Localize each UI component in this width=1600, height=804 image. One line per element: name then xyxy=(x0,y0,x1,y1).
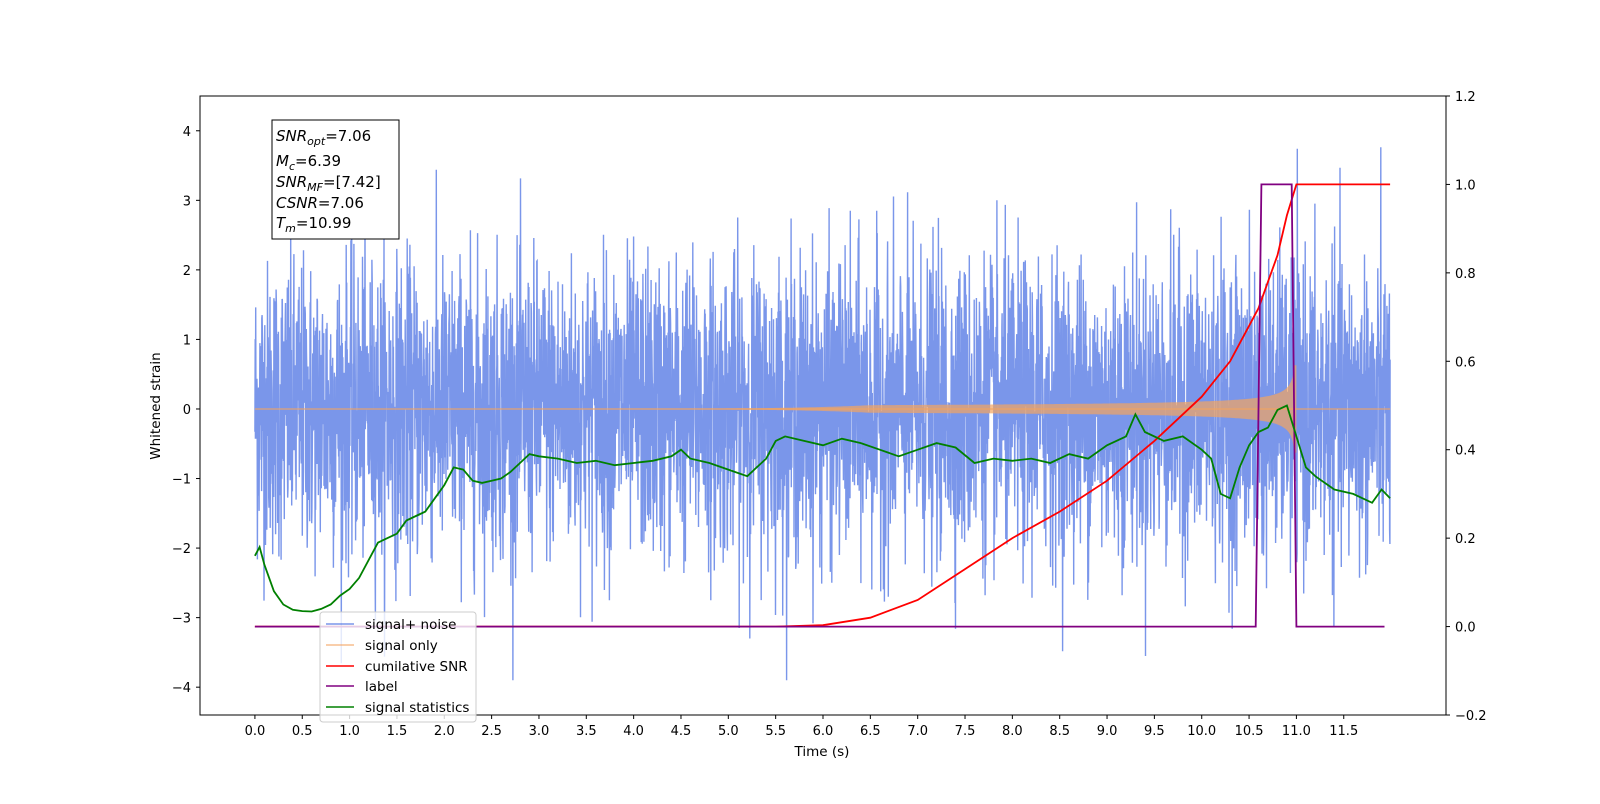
x-tick-label: 7.5 xyxy=(955,724,976,739)
x-tick-label: 11.5 xyxy=(1329,724,1358,739)
x-tick-label: 0.0 xyxy=(245,724,266,739)
legend-item-signal-only: signal only xyxy=(326,638,438,654)
y-tick-label: 1 xyxy=(183,333,191,348)
x-tick-label: 8.5 xyxy=(1049,724,1070,739)
x-tick-label: 3.5 xyxy=(576,724,597,739)
x-tick-label: 6.5 xyxy=(860,724,881,739)
x-tick-label: 4.5 xyxy=(671,724,692,739)
series-cumulative-snr xyxy=(254,183,1391,628)
y-axis-left: −4 −3 −2 −1 0 1 2 3 4 xyxy=(172,125,200,696)
y2-tick-label: 1.0 xyxy=(1455,178,1476,193)
legend-item-cumulative-snr: cumilative SNR xyxy=(326,659,468,675)
x-axis-label: Time (s) xyxy=(794,744,850,760)
x-tick-label: 7.0 xyxy=(907,724,928,739)
y2-tick-label: 1.2 xyxy=(1455,90,1476,105)
series-signal-statistics xyxy=(254,404,1391,613)
svg-text:cumilative SNR: cumilative SNR xyxy=(365,659,468,675)
x-axis: 0.0 0.5 1.0 1.5 2.0 2.5 3.0 3.5 4.0 4.5 5.0 5.5 6.0 6… xyxy=(245,715,1358,739)
legend-item-label: label xyxy=(326,679,398,695)
x-tick-label: 10.0 xyxy=(1187,724,1216,739)
x-tick-label: 6.0 xyxy=(813,724,834,739)
x-tick-label: 1.0 xyxy=(339,724,360,739)
mc-text: Mc=6.39 xyxy=(276,152,341,173)
x-tick-label: 10.5 xyxy=(1235,724,1264,739)
x-tick-label: 1.5 xyxy=(387,724,408,739)
x-tick-label: 4.0 xyxy=(623,724,644,739)
x-tick-label: 11.0 xyxy=(1282,724,1311,739)
series-signal-noise xyxy=(254,147,1391,681)
y-tick-label: −2 xyxy=(172,542,191,557)
x-tick-label: 8.0 xyxy=(1002,724,1023,739)
x-tick-label: 0.5 xyxy=(292,724,313,739)
x-tick-label: 3.0 xyxy=(529,724,550,739)
series-layer xyxy=(254,147,1391,681)
csnr-text: CSNR=7.06 xyxy=(276,194,364,212)
x-tick-label: 5.5 xyxy=(765,724,786,739)
svg-text:signal statistics: signal statistics xyxy=(365,700,469,716)
y-tick-label: 0 xyxy=(183,403,191,418)
snr-opt-text: SNRopt=7.06 xyxy=(276,127,371,148)
y2-tick-label: 0.2 xyxy=(1455,532,1476,547)
y-axis-right: −0.2 0.0 0.2 0.4 0.6 0.8 1.0 1.2 xyxy=(1446,90,1487,724)
y2-tick-label: 0.8 xyxy=(1455,267,1476,282)
series-label xyxy=(254,183,1385,628)
tm-text: Tm=10.99 xyxy=(276,214,351,235)
x-tick-label: 2.5 xyxy=(481,724,502,739)
snr-mf-text: SNRMF=[7.42] xyxy=(276,173,381,194)
x-tick-label: 2.0 xyxy=(434,724,455,739)
x-tick-label: 9.0 xyxy=(1097,724,1118,739)
y-tick-label: −4 xyxy=(172,681,191,696)
svg-text:label: label xyxy=(365,679,398,695)
y-axis-label: Whitened strain xyxy=(148,352,164,459)
y2-tick-label: 0.4 xyxy=(1455,444,1476,459)
y-tick-label: 2 xyxy=(183,264,191,279)
y2-tick-label: −0.2 xyxy=(1455,709,1487,724)
legend-item-signal-statistics: signal statistics xyxy=(326,700,469,716)
y-tick-label: 4 xyxy=(183,125,191,140)
y2-tick-label: 0.6 xyxy=(1455,355,1476,370)
y-tick-label: −3 xyxy=(172,612,191,627)
stats-annotation: SNRopt=7.06 Mc=6.39 SNRMF=[7.42] CSNR=7.… xyxy=(271,119,400,240)
y-tick-label: −1 xyxy=(172,473,191,488)
x-tick-label: 5.0 xyxy=(718,724,739,739)
svg-text:signal only: signal only xyxy=(365,638,438,654)
y-tick-label: 3 xyxy=(183,194,191,209)
x-tick-label: 9.5 xyxy=(1144,724,1165,739)
svg-text:signal+ noise: signal+ noise xyxy=(365,617,456,633)
legend-item-signal-noise: signal+ noise xyxy=(326,617,456,633)
legend: signal+ noise signal only cumilative SNR… xyxy=(319,611,477,723)
y2-tick-label: 0.0 xyxy=(1455,621,1476,636)
